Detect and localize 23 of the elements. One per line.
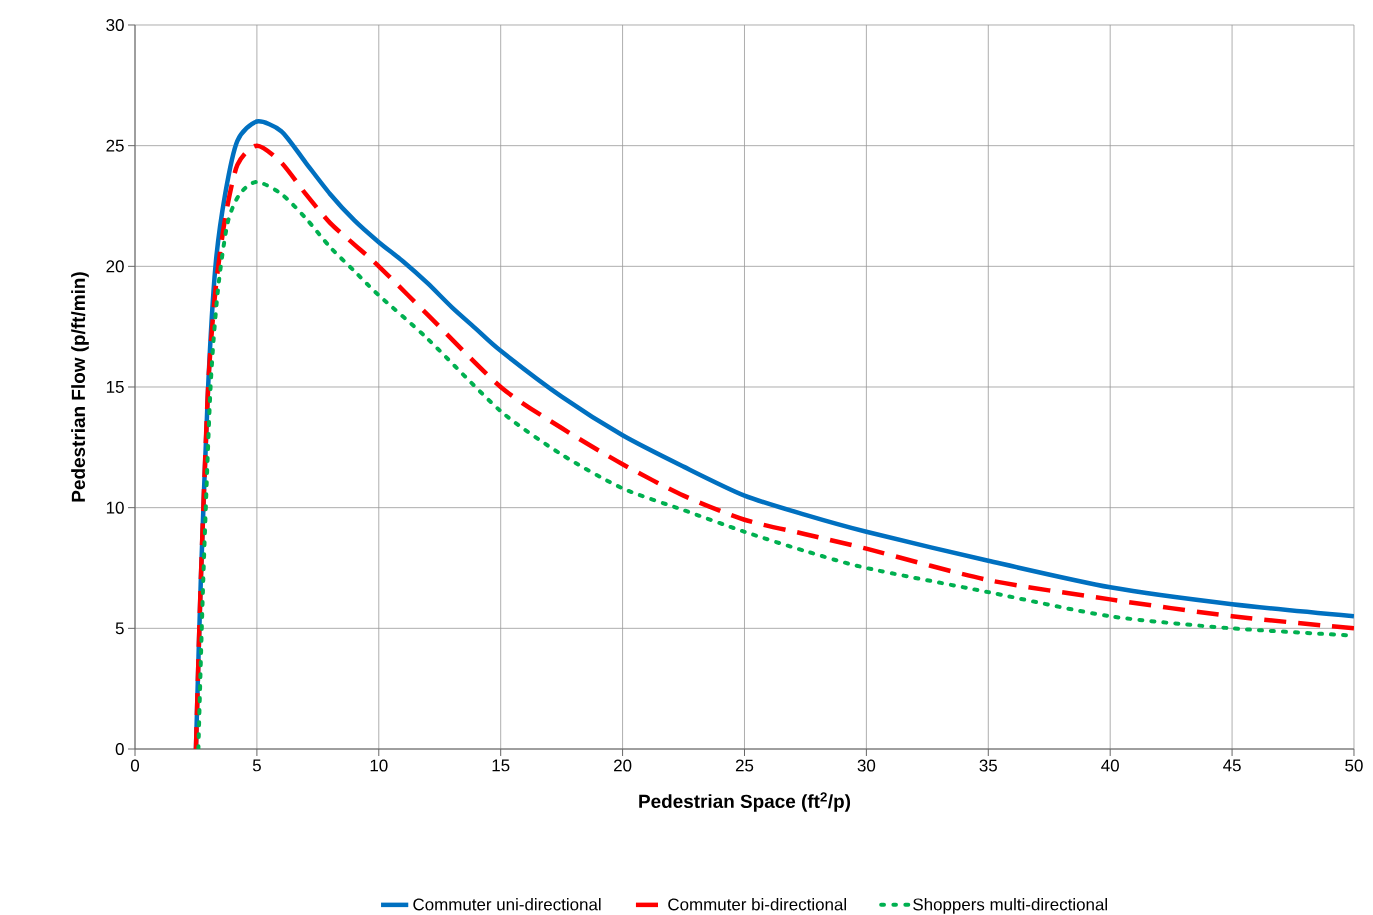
legend-label: Commuter uni-directional — [413, 897, 601, 911]
y-tick-label: 15 — [106, 381, 124, 393]
x-tick-label: 30 — [857, 759, 876, 772]
x-tick-label: 50 — [1345, 759, 1363, 772]
legend-label: Commuter bi-directional — [668, 897, 846, 911]
x-tick-label: 35 — [979, 759, 997, 772]
x-tick-label: 10 — [370, 759, 388, 772]
y-tick-label: 25 — [106, 139, 124, 152]
x-tick-label: 0 — [130, 759, 140, 772]
x-tick-label: 20 — [614, 759, 632, 772]
y-tick-label: 0 — [115, 743, 124, 755]
x-tick-label: 5 — [252, 759, 261, 772]
x-tick-label: 25 — [735, 759, 754, 772]
y-axis-title: Pedestrian Flow (p/ft/min) — [71, 272, 89, 502]
x-tick-label: 15 — [492, 759, 510, 772]
x-axis-title: Pedestrian Space (ft$^{2}$/p) — [639, 792, 851, 812]
y-tick-label: 10 — [106, 501, 124, 514]
y-tick-label: 30 — [106, 18, 124, 31]
y-tick-label: 20 — [106, 260, 124, 273]
x-tick-label: 45 — [1223, 759, 1241, 772]
y-tick-label: 5 — [115, 622, 124, 635]
legend-label: Shoppers multi-directional — [913, 897, 1107, 914]
x-tick-label: 40 — [1101, 759, 1119, 772]
